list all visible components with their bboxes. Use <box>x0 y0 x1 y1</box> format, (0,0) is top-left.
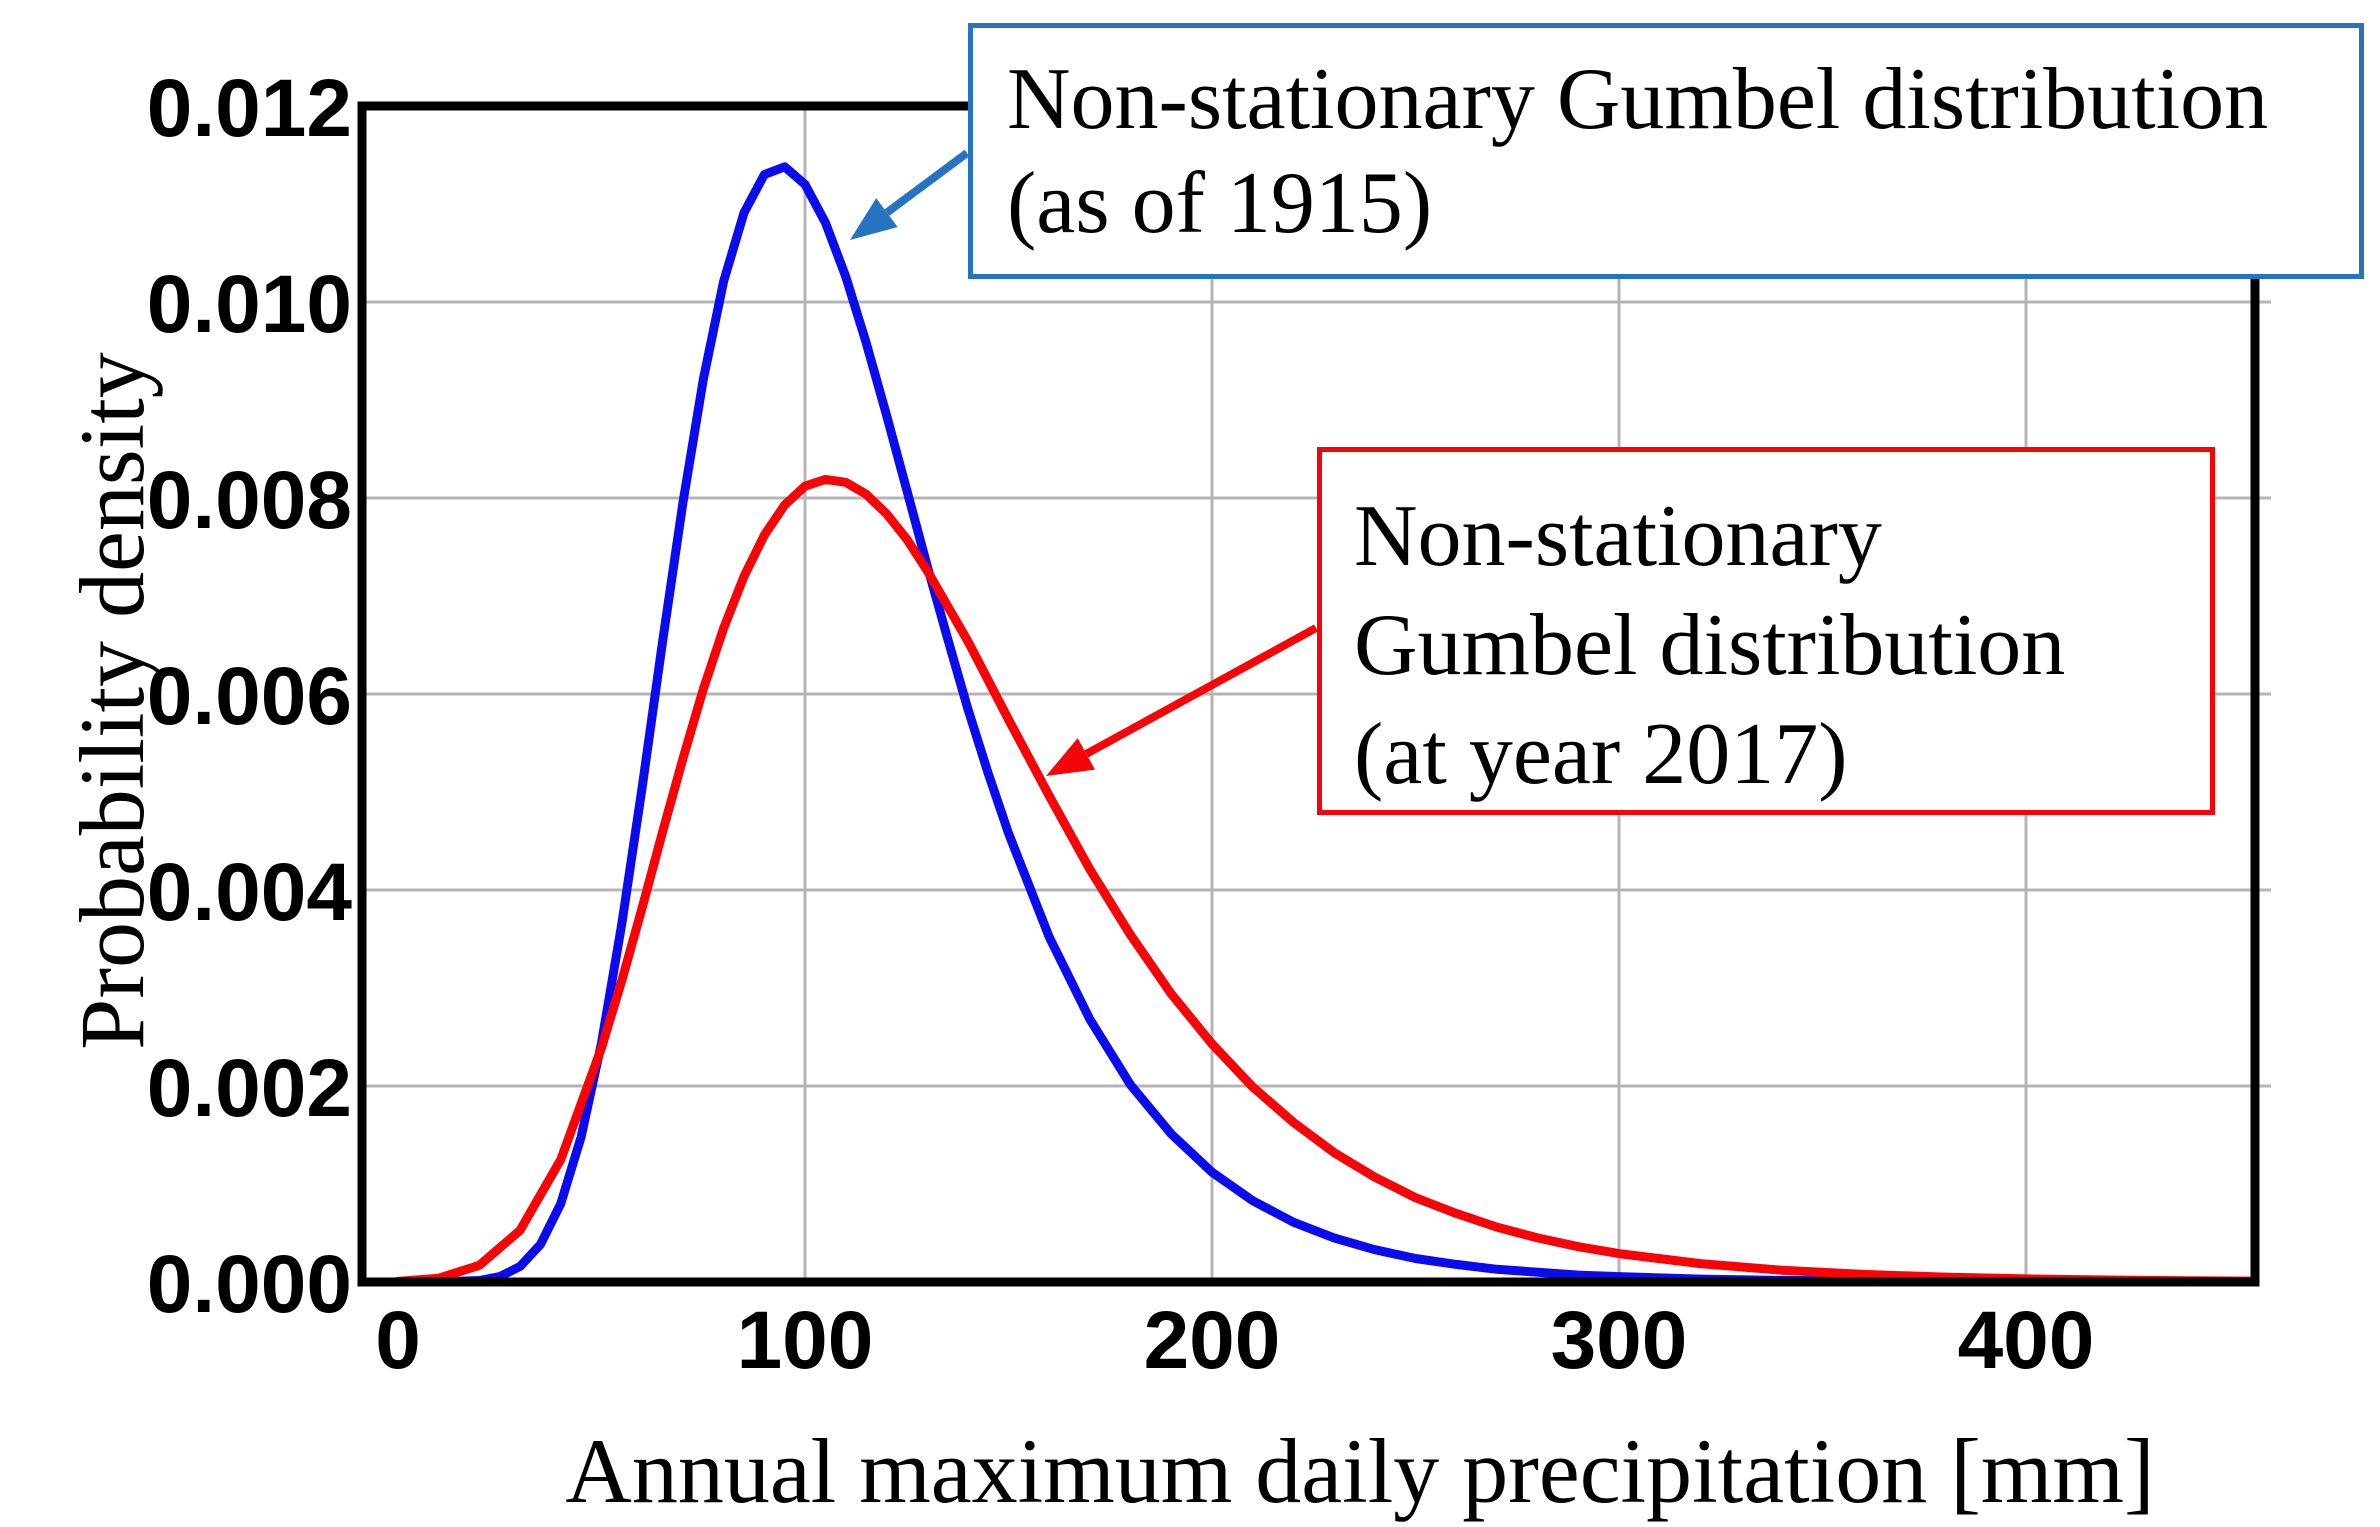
x-tick-label-100: 100 <box>736 1295 874 1386</box>
y-tick-label-0.008: 0.008 <box>146 455 352 546</box>
callout-arrowhead-1 <box>1046 738 1095 776</box>
curve-series-0 <box>393 162 2255 1287</box>
callout-arrow-line-0 <box>884 149 970 216</box>
annotation-box-gumbel-1915: Non-stationary Gumbel distribution (as o… <box>968 23 2364 279</box>
callout-arrowhead-0 <box>850 198 898 240</box>
y-tick-label-0.010: 0.010 <box>146 259 352 350</box>
x-tick-label-300: 300 <box>1550 1295 1688 1386</box>
annotation-line: Gumbel distribution <box>1354 597 2066 694</box>
annotation-line: (at year 2017) <box>1354 706 1848 803</box>
annotation-line: (as of 1915) <box>1007 155 1433 252</box>
y-tick-label-0.002: 0.002 <box>146 1043 352 1134</box>
annotation-box-gumbel-2017: Non-stationary Gumbel distribution (at y… <box>1317 447 2215 815</box>
annotation-line: Non-stationary <box>1354 488 1882 585</box>
callout-arrow-line-1 <box>1084 624 1318 758</box>
y-tick-label-0.012: 0.012 <box>146 63 352 154</box>
y-tick-label-0.004: 0.004 <box>146 847 352 938</box>
y-tick-label-0.000: 0.000 <box>146 1239 352 1330</box>
annotation-line: Non-stationary Gumbel distribution <box>1007 51 2269 148</box>
x-tick-label-400: 400 <box>1957 1295 2095 1386</box>
y-tick-label-0.006: 0.006 <box>146 651 352 742</box>
x-tick-label-0: 0 <box>375 1295 421 1386</box>
x-tick-label-200: 200 <box>1143 1295 1281 1386</box>
curve-series-1 <box>393 474 2255 1286</box>
x-axis-title: Annual maximum daily precipitation [mm] <box>565 1420 2155 1522</box>
